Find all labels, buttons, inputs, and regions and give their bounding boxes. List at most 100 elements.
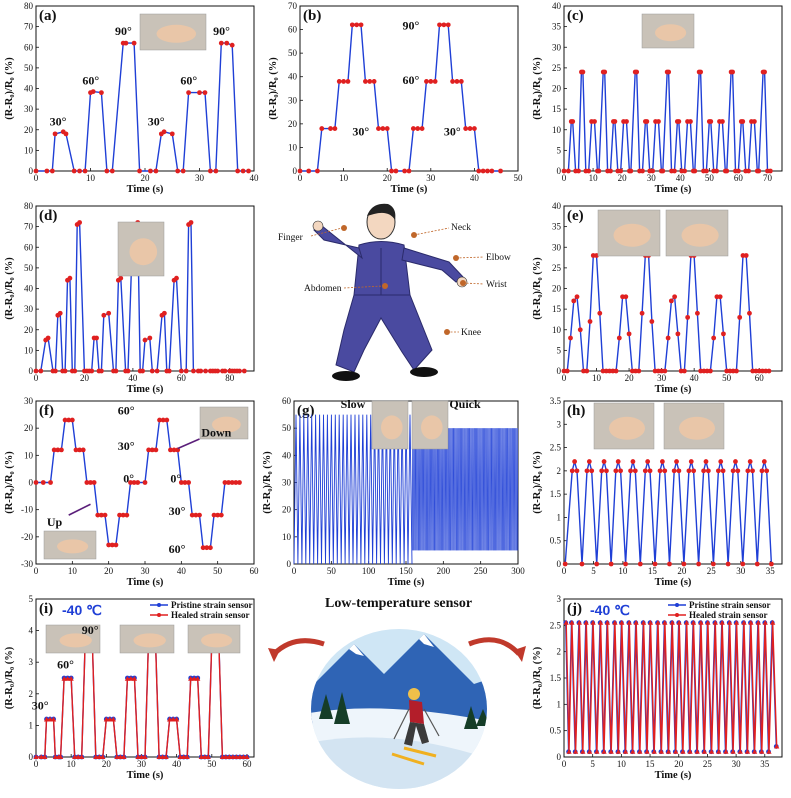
y-tick-label: 25 [552,63,562,73]
skier-illustration [264,614,528,793]
angle-annotation: 60° [169,542,186,556]
data-point [756,168,762,174]
photo-knee-1-hand [381,415,403,440]
data-point [428,79,434,84]
healed-point [230,754,236,759]
panel-label: (a) [39,8,57,24]
y-tick-label: 20 [552,284,562,294]
data-point [59,447,64,453]
label-wrist: Wrist [486,280,507,290]
data-point [634,69,640,75]
photo-knee-2-hand [421,415,443,440]
y-tick-label: 50 [282,423,292,433]
healed-point [205,754,211,759]
x-tick-label: 0 [562,566,567,576]
data-point [628,468,633,474]
healed-point [655,619,661,625]
plot-frame [563,400,783,565]
data-point [66,417,72,423]
data-point [608,561,614,567]
data-point [674,459,679,464]
x-tick-label: 50 [722,373,732,383]
data-point [463,126,469,131]
data-point [767,168,773,174]
healed-point [712,619,718,625]
healed-point [684,619,690,625]
legend-label: Healed strain sensor [689,610,768,620]
data-point [580,69,586,75]
y-axis-label: (R-R₀)/R₀ (%) [4,646,15,709]
data-point [241,368,247,374]
data-point [161,310,167,316]
data-point [759,468,765,474]
healed-point [52,754,58,759]
data-point [618,468,623,474]
healed-point [237,754,243,759]
healed-point [184,754,190,759]
y-tick-label: 50 [24,63,34,73]
data-point [215,512,221,518]
healed-point [741,619,747,625]
data-point [649,319,655,324]
data-point [102,512,108,518]
y-tick-label: 30 [24,304,34,314]
data-point [91,480,97,485]
data-point [124,512,130,518]
data-point [662,368,668,374]
data-point [644,119,650,124]
data-point [571,298,577,304]
x-tick-label: 30 [736,566,746,576]
x-axis-label: Time (s) [655,577,692,588]
data-point [72,368,78,374]
panel-a: 0 10 20 30 40 0 10 20 30 40 50 60 70 80 Time (s) (R-R₀)… [0,0,264,200]
y-tick-label: 10 [24,145,34,155]
data-point [237,368,242,374]
x-tick-label: 0 [292,566,297,576]
data-point [695,310,700,316]
data-point [730,468,736,474]
y-tick-label: 60 [282,396,292,406]
healed-line [565,622,778,752]
healed-point [79,754,85,759]
healed-point [142,754,148,759]
y-tick-label: 5 [29,594,34,604]
data-point [123,40,129,46]
healed-point [198,754,204,759]
data-point [623,561,628,567]
data-point [44,168,50,174]
data-point [182,480,188,485]
y-tick-label: 20 [288,119,298,129]
data-point [208,168,213,174]
data-point [445,22,451,28]
temperature-label: -40 ℃ [62,602,102,618]
data-point [613,468,619,474]
data-point [193,512,199,518]
angle-annotation: 60° [402,73,419,87]
y-tick-label: 40 [552,1,562,11]
data-point [764,468,770,474]
x-tick-label: 20 [104,566,114,576]
healed-point [698,619,704,625]
data-point [704,168,709,174]
y-tick-label: 50 [288,48,298,58]
data-point [384,126,390,131]
y-tick-label: 30 [282,478,292,488]
data-point [142,337,148,343]
healed-point [65,675,71,681]
panel-label: (j) [567,601,582,617]
panel-j: 0 5 10 15 20 25 30 35 0 0.5 1 1.5 2 2.5 3 Time (s) (R-R₀… [528,593,791,793]
x-tick-label: 50 [213,566,223,576]
data-point [55,447,61,453]
data-point [140,368,145,374]
data-point [229,480,235,485]
x-tick-label: 60 [242,759,252,769]
data-point [166,368,172,374]
y-tick-label: 3 [557,419,562,429]
speed-label: Slow [341,397,366,411]
y-axis-label: (R-R₀)/R₀ (%) [4,451,15,514]
data-point [725,561,731,567]
y-tick-label: 10 [552,125,562,135]
y-tick-label: 25 [552,263,562,273]
photo-finger-hand [156,24,197,43]
x-tick-label: 10 [618,566,628,576]
